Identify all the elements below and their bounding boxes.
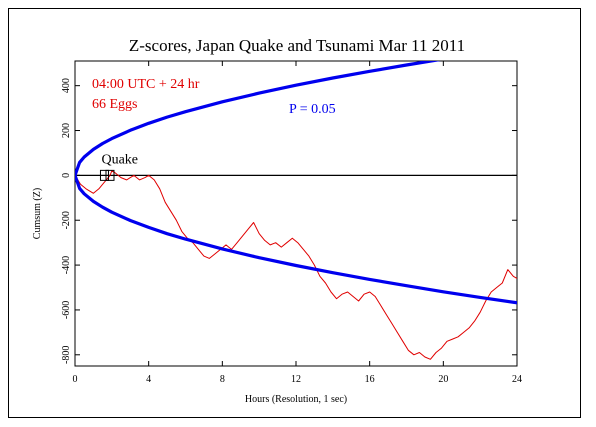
axes: 0 4 8 12 16 20 24 -800 -600 -400 -200 0 200 400 [61,61,522,385]
event-marker [105,169,115,181]
series-layer [75,61,517,360]
y-tick-label: -800 [61,346,72,364]
plot-frame [74,60,518,367]
x-tick-label: 16 [365,374,375,385]
upper-envelope-line [75,61,441,177]
x-axis-label: Hours (Resolution, 1 sec) [245,394,347,405]
lower-envelope-line [75,173,517,305]
cumsum-line [75,170,517,360]
y-tick-label: 200 [61,123,72,138]
event-marker [99,169,109,181]
y-tick-label: -200 [61,211,72,229]
chart-title: Z-scores, Japan Quake and Tsunami Mar 11… [129,36,465,55]
plot-area: 0 4 8 12 16 20 24 -800 -600 -400 -200 0 200 400 Quake [61,60,522,385]
significance-label: P = 0.05 [289,102,336,117]
x-tick-label: 8 [220,374,225,385]
x-tick-label: 0 [73,374,78,385]
y-tick-label: -400 [61,256,72,274]
overlay-layer: Quake [99,152,138,181]
y-tick-label: -600 [61,301,72,319]
event-label: Quake [101,152,138,167]
x-tick-label: 24 [512,374,522,385]
x-tick-label: 20 [438,374,448,385]
y-axis-label: Cumsum (Z) [32,188,43,239]
subtitle-line-2: 66 Eggs [92,97,138,112]
x-tick-label: 12 [291,374,301,385]
subtitle-line-1: 04:00 UTC + 24 hr [92,77,200,92]
y-tick-label: 400 [61,78,72,93]
y-tick-label: 0 [61,173,72,178]
x-tick-label: 4 [146,374,151,385]
